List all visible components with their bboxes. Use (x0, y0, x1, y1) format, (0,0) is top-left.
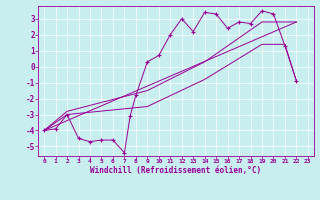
X-axis label: Windchill (Refroidissement éolien,°C): Windchill (Refroidissement éolien,°C) (91, 166, 261, 175)
